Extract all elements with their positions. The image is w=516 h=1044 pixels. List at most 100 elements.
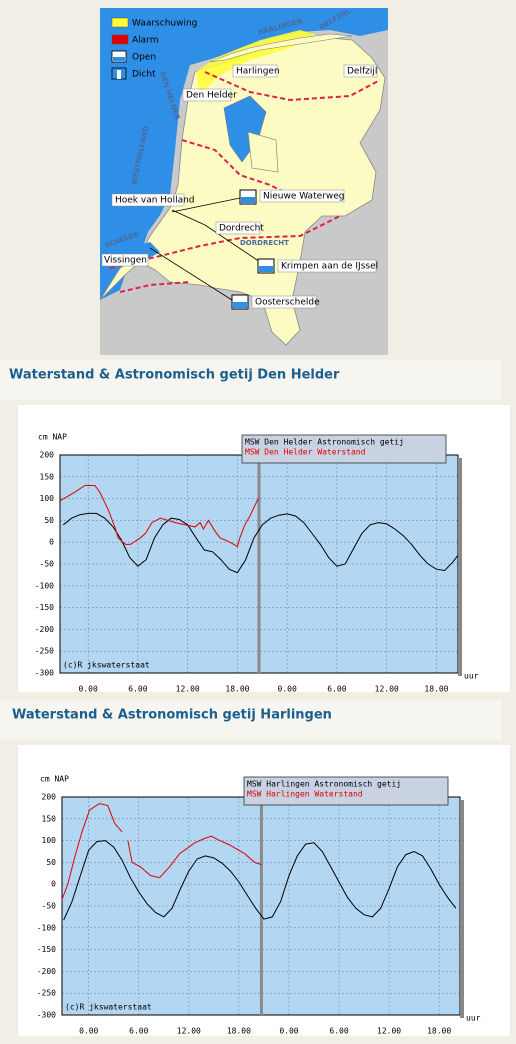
wadden-islands <box>209 33 353 63</box>
map: Waarschuwing Alarm Open Dicht HARLINGEN … <box>99 7 388 355</box>
place-box <box>343 64 378 78</box>
legend-label: Waarschuwing <box>132 19 197 29</box>
place-label: Dordrecht <box>219 224 264 234</box>
heading-band <box>0 700 502 740</box>
place-box <box>251 295 317 309</box>
place-label: Vissingen <box>104 256 147 266</box>
legend-label: Open <box>132 53 156 63</box>
y-tick-label: 200 <box>40 451 55 460</box>
y-tick-label: 50 <box>44 516 54 525</box>
plot-shadow <box>458 458 462 676</box>
legend-label: MSW Den Helder Waterstand <box>245 448 366 457</box>
place-label: Krimpen aan de IJssel <box>281 262 378 272</box>
barrier-icon <box>233 302 247 308</box>
y-tick-label: 150 <box>40 472 55 481</box>
credit: (c)R jkswaterstaat <box>63 661 150 670</box>
legend-box <box>243 776 449 806</box>
y-tick-label: 50 <box>46 858 56 867</box>
place-box <box>101 253 149 267</box>
x-tick-label: 0.00 <box>278 685 297 694</box>
credit: (c)R jkswaterstaat <box>65 1003 152 1012</box>
x-axis-label: uur <box>464 672 479 681</box>
y-tick-label: -50 <box>42 902 57 911</box>
sea <box>100 8 388 300</box>
y-tick-label: 200 <box>42 793 57 802</box>
x-tick-label: 12.00 <box>377 1027 401 1036</box>
chart-title: Waterstand & Astronomisch getij Den Held… <box>9 368 340 383</box>
series-line <box>59 485 259 548</box>
place-box <box>277 259 377 273</box>
x-tick-label: 18.00 <box>424 685 448 694</box>
warning-zone <box>196 30 320 95</box>
y-axis-label: cm NAP <box>38 433 67 442</box>
x-tick-label: 18.00 <box>225 685 249 694</box>
place-box <box>259 189 345 203</box>
place-label: Oosterschelde <box>255 298 320 308</box>
legend-swatch <box>111 34 129 45</box>
y-tick-label: -300 <box>37 1011 56 1020</box>
legend-swatch <box>117 70 121 79</box>
y-tick-label: -200 <box>37 967 56 976</box>
x-tick-label: 6.00 <box>128 685 147 694</box>
x-tick-label: 0.00 <box>79 1027 98 1036</box>
place-label: Hoek van Holland <box>115 196 195 206</box>
x-tick-label: 6.00 <box>329 1027 348 1036</box>
y-tick-label: -100 <box>37 923 56 932</box>
place-label: Den Helder <box>186 91 237 101</box>
y-tick-label: -100 <box>35 581 54 590</box>
barrier-icon <box>241 197 255 203</box>
x-tick-label: 12.00 <box>176 685 200 694</box>
series-line <box>61 802 262 900</box>
legend-label: Dicht <box>132 70 156 80</box>
legend-label: MSW Harlingen Waterstand <box>247 790 363 799</box>
x-tick-label: 0.00 <box>279 1027 298 1036</box>
y-tick-label: -150 <box>35 603 54 612</box>
region-border <box>119 281 191 293</box>
place-label: Delfzijl <box>347 67 377 77</box>
chart-title: Waterstand & Astronomisch getij Harlinge… <box>12 708 332 723</box>
heading-band <box>0 360 502 400</box>
y-tick-label: 100 <box>42 836 57 845</box>
x-tick-label: 0.00 <box>79 685 98 694</box>
legend-label: Alarm <box>132 36 158 46</box>
flevoland <box>247 131 279 173</box>
y-tick-label: -250 <box>35 647 54 656</box>
legend-swatch <box>111 50 127 63</box>
y-tick-label: 0 <box>51 880 56 889</box>
x-tick-label: 12.00 <box>177 1027 201 1036</box>
place-label: Nieuwe Waterweg <box>263 192 344 202</box>
legend-box <box>241 434 447 464</box>
region-label: DORDRECHT <box>240 239 289 247</box>
y-tick-label: -200 <box>35 625 54 634</box>
x-axis-label: uur <box>466 1014 481 1023</box>
region-border <box>204 71 381 102</box>
pointer <box>149 247 233 301</box>
series-line <box>62 512 459 574</box>
x-tick-label: 6.00 <box>129 1027 148 1036</box>
y-tick-label: -250 <box>37 989 56 998</box>
x-tick-label: 18.00 <box>427 1027 451 1036</box>
place-box <box>182 88 232 102</box>
plot-shadow <box>460 800 464 1018</box>
x-tick-label: 12.00 <box>375 685 399 694</box>
place-box <box>215 221 261 235</box>
y-axis-label: cm NAP <box>40 775 69 784</box>
place-box <box>232 64 278 78</box>
legend-label: MSW Harlingen Astronomisch getij <box>247 780 401 789</box>
y-tick-label: -300 <box>35 669 54 678</box>
y-tick-label: -50 <box>40 560 55 569</box>
pointer <box>171 209 261 263</box>
series-line <box>63 840 457 921</box>
legend-swatch <box>113 57 125 61</box>
place-label: Harlingen <box>236 67 280 77</box>
legend-swatch <box>111 17 129 28</box>
y-tick-label: 150 <box>42 814 57 823</box>
place-box <box>111 193 185 207</box>
y-tick-label: 0 <box>49 538 54 547</box>
x-tick-label: 6.00 <box>327 685 346 694</box>
y-tick-label: 100 <box>40 494 55 503</box>
y-tick-label: -150 <box>37 945 56 954</box>
region-border <box>109 215 341 269</box>
barrier-icon <box>259 266 273 272</box>
